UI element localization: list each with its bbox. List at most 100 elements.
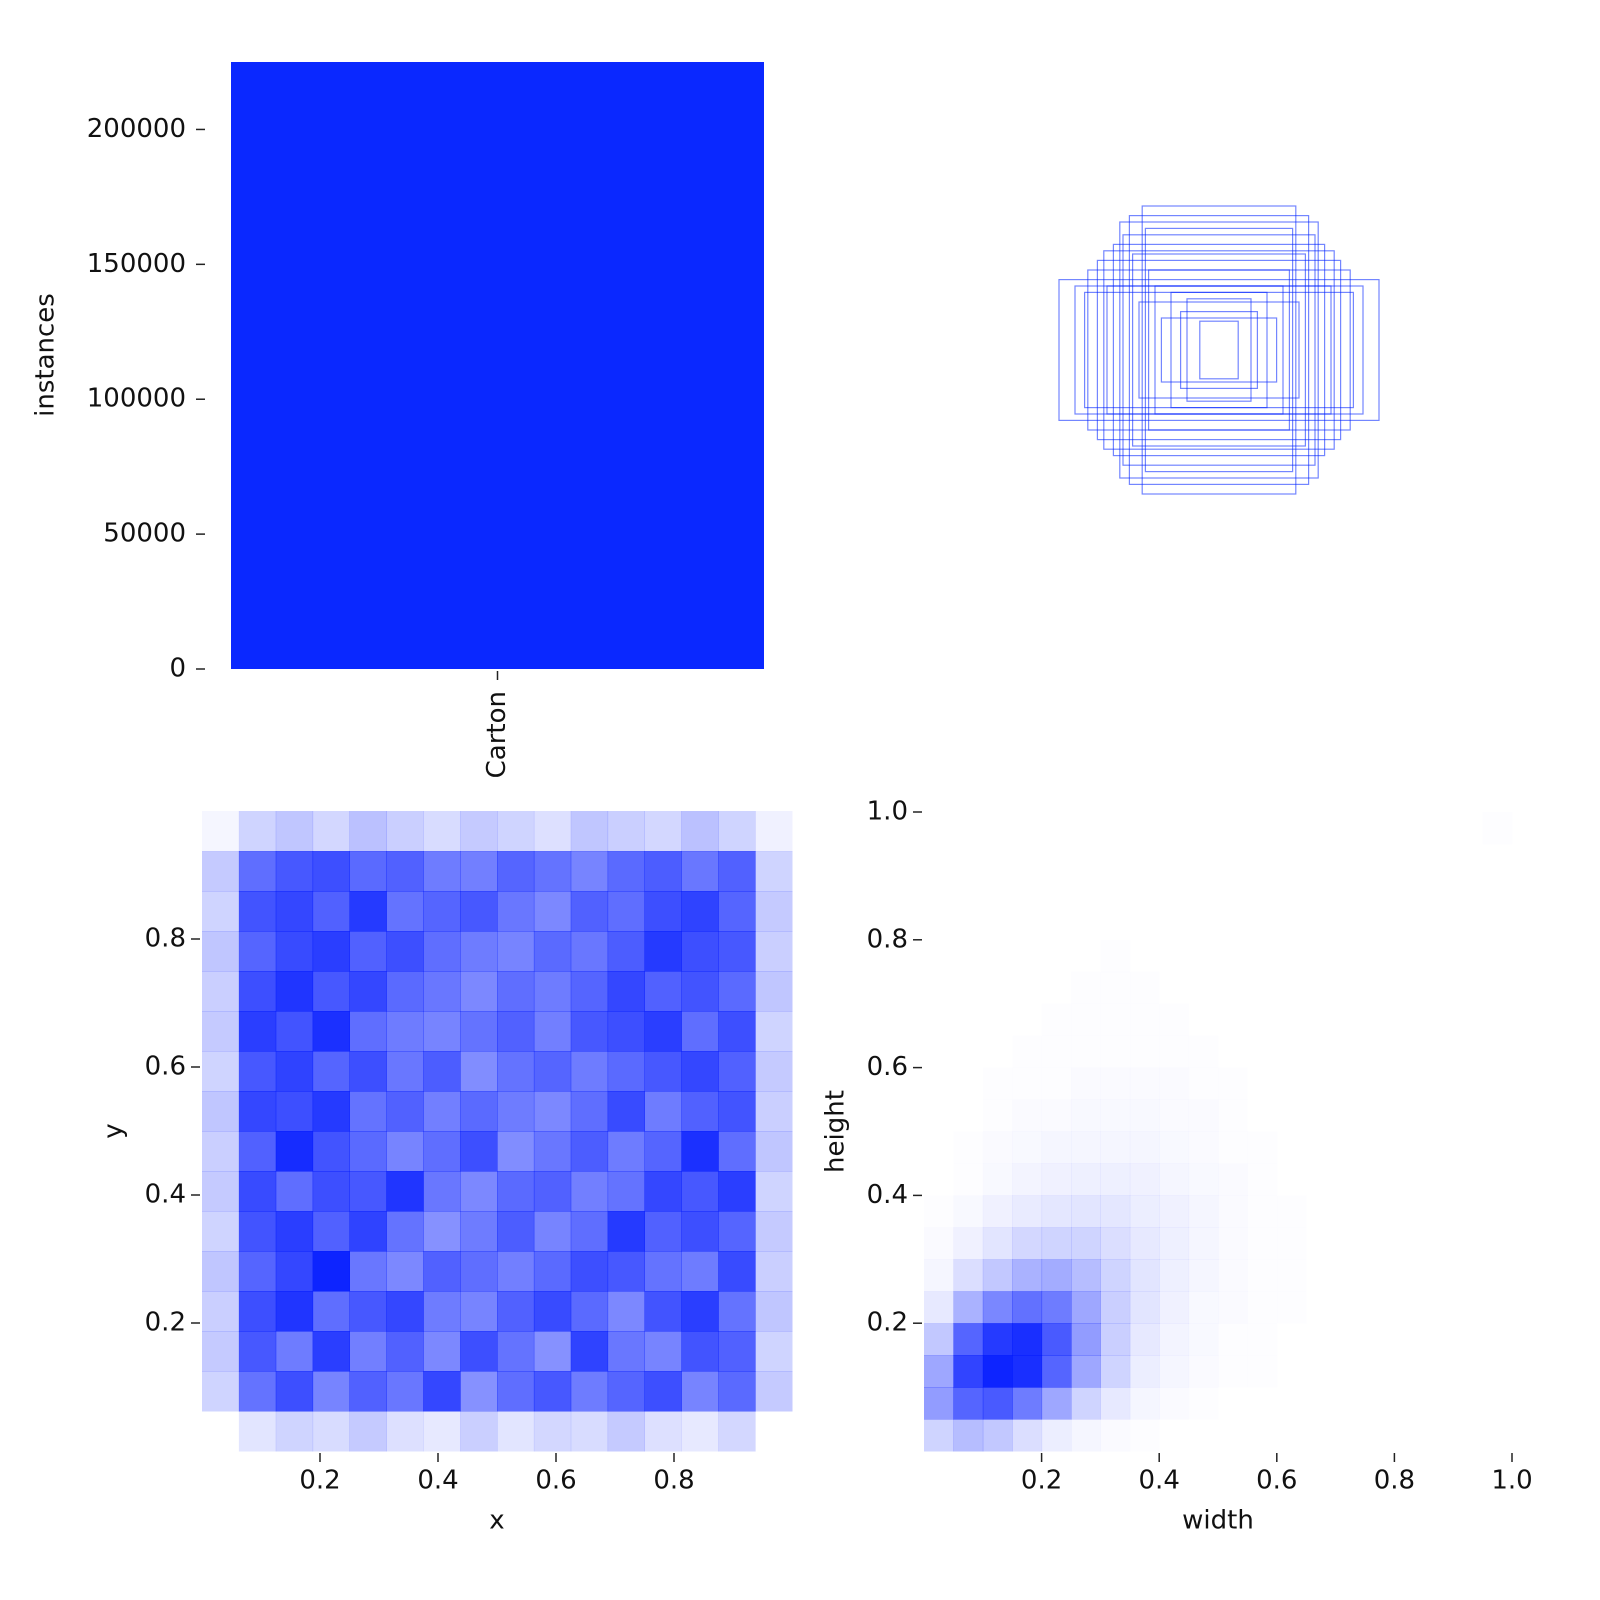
heatmap-cell: [275, 1011, 314, 1052]
heatmap-cell: [755, 1011, 793, 1052]
heatmap-cell: [275, 1051, 314, 1092]
heatmap-cell: [1071, 972, 1101, 1004]
heatmap-cell: [423, 1331, 461, 1372]
heatmap-cell: [1071, 908, 1101, 940]
heatmap-cell: [718, 1411, 756, 1452]
heatmap-cell: [238, 1251, 277, 1292]
box: [1179, 311, 1258, 390]
heatmap-cell: [1336, 1355, 1366, 1387]
x-tick-label: 1.0: [1491, 1466, 1532, 1496]
heatmap-cell: [238, 971, 277, 1012]
heatmap-cell: [533, 851, 572, 892]
x-axis-label: x: [489, 1506, 504, 1536]
heatmap-cell: [718, 851, 756, 892]
heatmap-cell: [718, 971, 756, 1012]
heatmap-cell: [1336, 1291, 1366, 1323]
heatmap-cell: [1336, 1163, 1366, 1195]
y-axis-label: y: [99, 1123, 129, 1138]
heatmap-cell: [718, 1291, 756, 1332]
heatmap-cell: [238, 891, 277, 932]
heatmap-cell: [1424, 844, 1454, 876]
heatmap-cell: [1100, 908, 1130, 940]
heatmap-cell: [1129, 1323, 1160, 1356]
heatmap-cell: [1041, 1195, 1072, 1228]
heatmap-cell: [681, 1011, 719, 1052]
heatmap-cell: [1130, 1100, 1160, 1132]
x-tick-label: 0.2: [1021, 1466, 1062, 1496]
heatmap-cell: [1394, 940, 1424, 972]
x-tick-label: 0.4: [417, 1466, 458, 1496]
heatmap-cell: [1424, 972, 1454, 1004]
heatmap-cell: [1365, 1100, 1395, 1132]
heatmap-cell: [1424, 1259, 1454, 1291]
heatmap-cell: [1129, 1355, 1160, 1388]
heatmap-cell: [644, 931, 682, 972]
heatmap-cell: [533, 931, 572, 972]
heatmap-cell: [1483, 908, 1513, 940]
heatmap-cell: [924, 1132, 954, 1164]
heatmap-cell: [349, 891, 387, 932]
heatmap-cell: [607, 971, 645, 1012]
heatmap-cell: [1071, 1227, 1101, 1260]
heatmap-cell: [1159, 1132, 1189, 1164]
heatmap-cell: [1218, 1227, 1248, 1259]
heatmap-cell: [570, 1131, 609, 1172]
box: [1074, 285, 1364, 415]
heatmap-cell: [924, 1036, 954, 1068]
heatmap-cell: [238, 851, 277, 892]
heatmap-cell: [202, 851, 240, 892]
heatmap-cell: [607, 1011, 645, 1052]
heatmap-cell: [755, 1291, 793, 1332]
heatmap-cell: [1453, 1259, 1483, 1291]
heatmap-cell: [924, 1387, 954, 1420]
heatmap-cell: [1394, 908, 1424, 940]
x-tick-label: 0.8: [1374, 1466, 1415, 1496]
heatmap-cell: [1365, 844, 1395, 876]
heatmap-cell: [1218, 1259, 1248, 1291]
heatmap-cell: [1100, 972, 1130, 1004]
heatmap-cell: [681, 1131, 719, 1172]
heatmap-cell: [1424, 1419, 1454, 1451]
heatmap-cell: [755, 1411, 792, 1452]
heatmap-cell: [533, 811, 572, 852]
heatmap-cell: [1483, 972, 1513, 1004]
heatmap-cell: [202, 1051, 240, 1092]
heatmap-cell: [924, 1227, 954, 1259]
heatmap-cell: [1247, 972, 1277, 1004]
heatmap-cell: [953, 1036, 983, 1068]
heatmap-cell: [312, 1131, 350, 1172]
heatmap-cell: [533, 1411, 572, 1452]
heatmap-cell: [1336, 876, 1366, 908]
heatmap-cell: [497, 1411, 535, 1452]
heatmap-cell: [1100, 1419, 1130, 1451]
heatmap-cell: [386, 1091, 424, 1132]
heatmap-cell: [497, 1091, 535, 1132]
heatmap-cell: [718, 1091, 756, 1132]
heatmap-cell: [755, 931, 793, 972]
heatmap-cell: [1365, 940, 1395, 972]
heatmap-cell: [533, 1291, 572, 1332]
heatmap-cell: [1218, 1036, 1248, 1068]
heatmap-cell: [1247, 1227, 1277, 1259]
heatmap-cell: [1424, 1068, 1454, 1100]
heatmap-cell: [644, 1291, 682, 1332]
y-tick-label: 100000: [87, 384, 186, 414]
heatmap-cell: [1483, 1291, 1513, 1323]
heatmap-cell: [755, 1051, 793, 1092]
heatmap-cell: [1394, 1068, 1424, 1100]
heatmap-cell: [1041, 1291, 1072, 1324]
heatmap-cell: [1394, 812, 1424, 844]
heatmap-cell: [1189, 1323, 1219, 1355]
heatmap-cell: [1100, 1259, 1131, 1292]
heatmap-cell: [386, 1291, 424, 1332]
heatmap-cell: [1159, 1387, 1189, 1419]
box: [1170, 291, 1268, 409]
heatmap-cell: [1277, 1227, 1307, 1259]
heatmap-cell: [982, 1195, 1013, 1228]
heatmap-cell: [1365, 1036, 1395, 1068]
y-tick-label: 0.4: [145, 1180, 186, 1210]
heatmap-cell: [1159, 1100, 1189, 1132]
box: [1083, 291, 1354, 409]
heatmap-cell: [983, 1004, 1013, 1036]
y-tick-label: 50000: [103, 519, 186, 549]
